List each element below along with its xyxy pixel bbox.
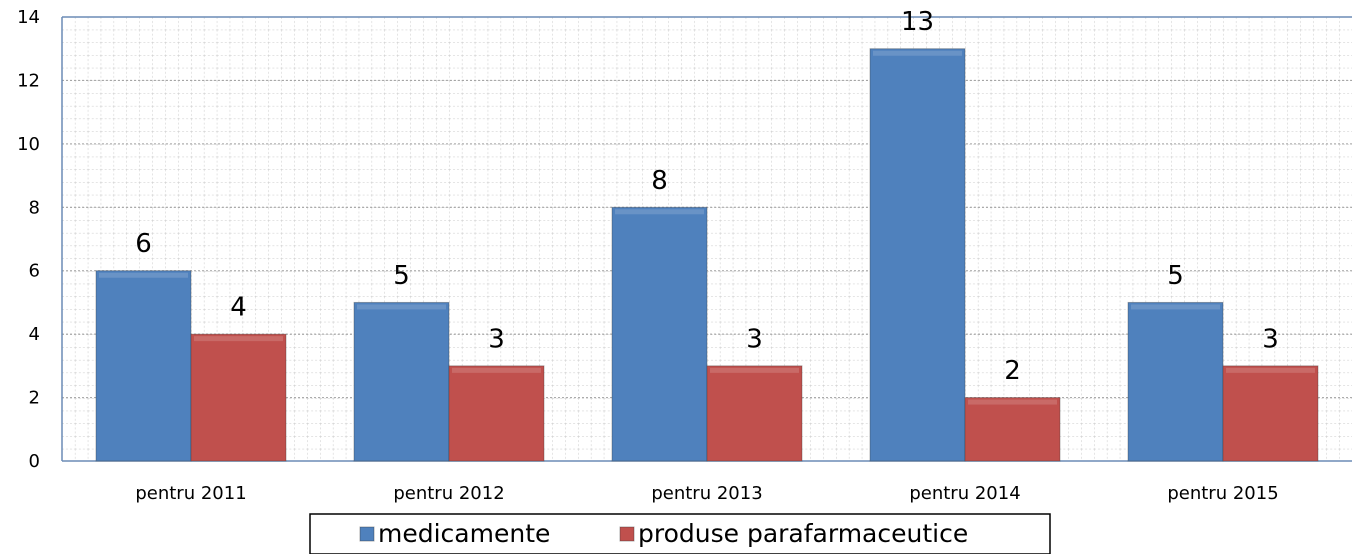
data-label: 5 (393, 261, 410, 291)
bar-shine (1226, 367, 1315, 373)
bar-shine (194, 336, 283, 342)
bar-shine (99, 272, 188, 278)
y-tick-label: 8 (29, 197, 40, 218)
bar-shine (968, 399, 1057, 405)
bar (869, 48, 966, 462)
legend-label: produse parafarmaceutice (638, 519, 968, 548)
data-label: 2 (1004, 356, 1021, 386)
data-label: 13 (901, 7, 934, 37)
bar-shine (615, 209, 704, 215)
y-tick-label: 6 (29, 261, 40, 282)
x-tick-label: pentru 2011 (135, 483, 246, 504)
bar (1127, 301, 1224, 462)
data-label: 6 (135, 229, 152, 259)
x-tick-label: pentru 2012 (393, 483, 504, 504)
x-tick-label: pentru 2013 (651, 483, 762, 504)
bar-shine (1131, 304, 1220, 310)
data-label: 8 (651, 166, 668, 196)
data-label: 3 (1262, 324, 1279, 354)
legend-swatch (359, 526, 375, 542)
bar-shine (357, 304, 446, 310)
bar (706, 365, 803, 462)
bar-shine (710, 367, 799, 373)
x-tick-label: pentru 2014 (909, 483, 1020, 504)
y-tick-label: 2 (29, 388, 40, 409)
bar (611, 206, 708, 462)
bar-shine (452, 367, 541, 373)
x-tick-label: pentru 2015 (1167, 483, 1278, 504)
bar (448, 365, 545, 462)
bar (964, 397, 1061, 462)
y-tick-label: 10 (17, 134, 40, 155)
legend: medicamente produse parafarmaceutice (309, 513, 1051, 554)
legend-swatch (619, 526, 635, 542)
bar (95, 270, 192, 462)
bar (190, 333, 287, 462)
y-tick-label: 12 (17, 70, 40, 91)
bar (353, 301, 450, 462)
data-label: 4 (230, 293, 247, 323)
y-tick-label: 0 (29, 451, 40, 472)
data-label: 3 (488, 324, 505, 354)
data-label: 3 (746, 324, 763, 354)
y-tick-label: 4 (29, 324, 40, 345)
y-tick-label: 14 (17, 7, 40, 28)
data-label: 5 (1167, 261, 1184, 291)
bar (1222, 365, 1319, 462)
legend-box (309, 513, 1051, 554)
legend-label: medicamente (378, 519, 550, 548)
bar-shine (873, 50, 962, 56)
